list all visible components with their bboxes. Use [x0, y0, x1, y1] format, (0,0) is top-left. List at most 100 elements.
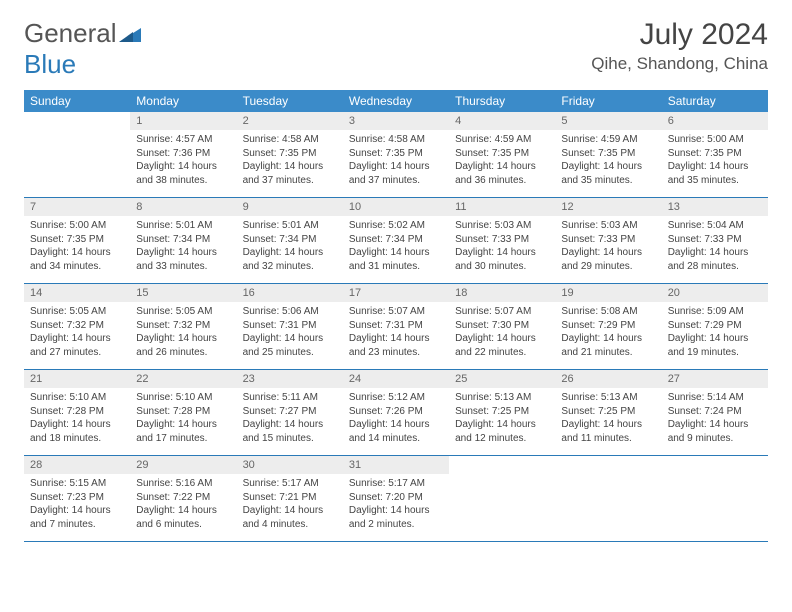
- day-number-cell: 19: [555, 284, 661, 303]
- daylight-text: Daylight: 14 hours and 11 minutes.: [561, 418, 655, 445]
- day-data-cell: Sunrise: 5:17 AMSunset: 7:21 PMDaylight:…: [237, 474, 343, 542]
- weekday-header: Sunday: [24, 90, 130, 112]
- daylight-text: Daylight: 14 hours and 35 minutes.: [561, 160, 655, 187]
- day-number-cell: 11: [449, 198, 555, 217]
- day-data-cell: [662, 474, 768, 542]
- sunrise-text: Sunrise: 4:58 AM: [349, 133, 443, 147]
- sunset-text: Sunset: 7:34 PM: [136, 233, 230, 247]
- daylight-text: Daylight: 14 hours and 9 minutes.: [668, 418, 762, 445]
- day-data-cell: [449, 474, 555, 542]
- daylight-text: Daylight: 14 hours and 37 minutes.: [243, 160, 337, 187]
- day-data-cell: Sunrise: 5:02 AMSunset: 7:34 PMDaylight:…: [343, 216, 449, 284]
- day-data-cell: Sunrise: 5:17 AMSunset: 7:20 PMDaylight:…: [343, 474, 449, 542]
- day-data-cell: Sunrise: 5:07 AMSunset: 7:30 PMDaylight:…: [449, 302, 555, 370]
- sunset-text: Sunset: 7:33 PM: [455, 233, 549, 247]
- sunrise-text: Sunrise: 5:07 AM: [349, 305, 443, 319]
- day-data-cell: Sunrise: 5:11 AMSunset: 7:27 PMDaylight:…: [237, 388, 343, 456]
- brand-part1: General: [24, 18, 117, 48]
- day-number-cell: [662, 456, 768, 475]
- weekday-header: Friday: [555, 90, 661, 112]
- daylight-text: Daylight: 14 hours and 30 minutes.: [455, 246, 549, 273]
- sunset-text: Sunset: 7:30 PM: [455, 319, 549, 333]
- day-number-cell: 23: [237, 370, 343, 389]
- sunset-text: Sunset: 7:35 PM: [243, 147, 337, 161]
- sunset-text: Sunset: 7:20 PM: [349, 491, 443, 505]
- daylight-text: Daylight: 14 hours and 31 minutes.: [349, 246, 443, 273]
- day-data-cell: Sunrise: 5:10 AMSunset: 7:28 PMDaylight:…: [130, 388, 236, 456]
- sunrise-text: Sunrise: 5:01 AM: [136, 219, 230, 233]
- location-text: Qihe, Shandong, China: [591, 54, 768, 74]
- day-number-cell: 26: [555, 370, 661, 389]
- day-number-cell: 1: [130, 112, 236, 130]
- day-number-cell: 20: [662, 284, 768, 303]
- sunrise-text: Sunrise: 5:03 AM: [455, 219, 549, 233]
- daylight-text: Daylight: 14 hours and 29 minutes.: [561, 246, 655, 273]
- daylight-text: Daylight: 14 hours and 23 minutes.: [349, 332, 443, 359]
- sunrise-text: Sunrise: 5:15 AM: [30, 477, 124, 491]
- daylight-text: Daylight: 14 hours and 17 minutes.: [136, 418, 230, 445]
- sunset-text: Sunset: 7:27 PM: [243, 405, 337, 419]
- calendar-body: 123456Sunrise: 4:57 AMSunset: 7:36 PMDay…: [24, 112, 768, 542]
- daylight-text: Daylight: 14 hours and 26 minutes.: [136, 332, 230, 359]
- day-number-cell: 7: [24, 198, 130, 217]
- day-data-cell: Sunrise: 5:14 AMSunset: 7:24 PMDaylight:…: [662, 388, 768, 456]
- day-data-cell: Sunrise: 5:12 AMSunset: 7:26 PMDaylight:…: [343, 388, 449, 456]
- day-data-cell: Sunrise: 5:01 AMSunset: 7:34 PMDaylight:…: [130, 216, 236, 284]
- calendar-table: SundayMondayTuesdayWednesdayThursdayFrid…: [24, 90, 768, 542]
- day-data-cell: Sunrise: 5:08 AMSunset: 7:29 PMDaylight:…: [555, 302, 661, 370]
- daylight-text: Daylight: 14 hours and 28 minutes.: [668, 246, 762, 273]
- day-data-cell: Sunrise: 5:16 AMSunset: 7:22 PMDaylight:…: [130, 474, 236, 542]
- daylight-text: Daylight: 14 hours and 12 minutes.: [455, 418, 549, 445]
- sunset-text: Sunset: 7:32 PM: [30, 319, 124, 333]
- day-data-cell: Sunrise: 5:07 AMSunset: 7:31 PMDaylight:…: [343, 302, 449, 370]
- day-number-cell: 27: [662, 370, 768, 389]
- day-number-cell: 16: [237, 284, 343, 303]
- day-number-cell: 22: [130, 370, 236, 389]
- daylight-text: Daylight: 14 hours and 18 minutes.: [30, 418, 124, 445]
- day-data-cell: Sunrise: 5:13 AMSunset: 7:25 PMDaylight:…: [449, 388, 555, 456]
- weekday-header: Thursday: [449, 90, 555, 112]
- day-data-cell: Sunrise: 4:59 AMSunset: 7:35 PMDaylight:…: [449, 130, 555, 198]
- daylight-text: Daylight: 14 hours and 32 minutes.: [243, 246, 337, 273]
- day-number-cell: 31: [343, 456, 449, 475]
- sunrise-text: Sunrise: 5:00 AM: [668, 133, 762, 147]
- day-number-cell: 29: [130, 456, 236, 475]
- day-data-cell: [555, 474, 661, 542]
- sunrise-text: Sunrise: 5:00 AM: [30, 219, 124, 233]
- daylight-text: Daylight: 14 hours and 37 minutes.: [349, 160, 443, 187]
- sunrise-text: Sunrise: 5:05 AM: [30, 305, 124, 319]
- day-data-cell: Sunrise: 5:15 AMSunset: 7:23 PMDaylight:…: [24, 474, 130, 542]
- daylight-text: Daylight: 14 hours and 21 minutes.: [561, 332, 655, 359]
- day-data-cell: Sunrise: 5:03 AMSunset: 7:33 PMDaylight:…: [449, 216, 555, 284]
- weekday-header: Monday: [130, 90, 236, 112]
- sunset-text: Sunset: 7:35 PM: [561, 147, 655, 161]
- day-data-cell: Sunrise: 4:59 AMSunset: 7:35 PMDaylight:…: [555, 130, 661, 198]
- sunrise-text: Sunrise: 5:10 AM: [136, 391, 230, 405]
- sunrise-text: Sunrise: 4:58 AM: [243, 133, 337, 147]
- sunset-text: Sunset: 7:25 PM: [561, 405, 655, 419]
- sunset-text: Sunset: 7:35 PM: [30, 233, 124, 247]
- sunset-text: Sunset: 7:26 PM: [349, 405, 443, 419]
- day-number-row: 78910111213: [24, 198, 768, 217]
- day-number-cell: 2: [237, 112, 343, 130]
- day-data-cell: Sunrise: 4:58 AMSunset: 7:35 PMDaylight:…: [237, 130, 343, 198]
- sunrise-text: Sunrise: 5:01 AM: [243, 219, 337, 233]
- day-number-row: 123456: [24, 112, 768, 130]
- sunset-text: Sunset: 7:32 PM: [136, 319, 230, 333]
- daylight-text: Daylight: 14 hours and 6 minutes.: [136, 504, 230, 531]
- brand-logo: GeneralBlue: [24, 18, 141, 80]
- day-data-row: Sunrise: 4:57 AMSunset: 7:36 PMDaylight:…: [24, 130, 768, 198]
- day-number-row: 14151617181920: [24, 284, 768, 303]
- daylight-text: Daylight: 14 hours and 22 minutes.: [455, 332, 549, 359]
- daylight-text: Daylight: 14 hours and 33 minutes.: [136, 246, 230, 273]
- day-data-row: Sunrise: 5:10 AMSunset: 7:28 PMDaylight:…: [24, 388, 768, 456]
- day-number-cell: 28: [24, 456, 130, 475]
- sunset-text: Sunset: 7:22 PM: [136, 491, 230, 505]
- brand-text: GeneralBlue: [24, 18, 141, 80]
- sunrise-text: Sunrise: 5:12 AM: [349, 391, 443, 405]
- sunset-text: Sunset: 7:34 PM: [243, 233, 337, 247]
- sunset-text: Sunset: 7:36 PM: [136, 147, 230, 161]
- sunset-text: Sunset: 7:28 PM: [136, 405, 230, 419]
- sunrise-text: Sunrise: 5:05 AM: [136, 305, 230, 319]
- sunrise-text: Sunrise: 5:06 AM: [243, 305, 337, 319]
